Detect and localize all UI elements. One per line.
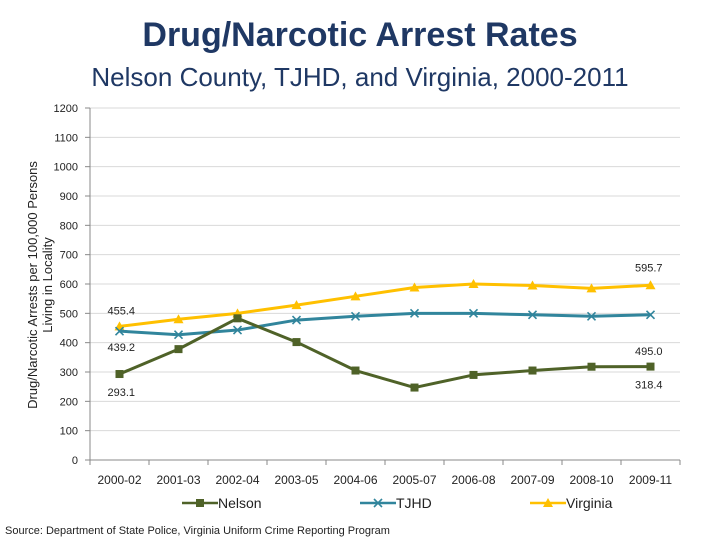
chart-title: Drug/Narcotic Arrest Rates <box>142 16 578 54</box>
y-tick-label: 500 <box>60 308 78 320</box>
x-tick-label: 2009-11 <box>629 473 672 487</box>
y-tick-label: 0 <box>72 455 78 467</box>
data-point <box>373 498 383 508</box>
x-tick-label: 2005-07 <box>392 473 436 487</box>
y-tick-label: 100 <box>60 426 78 438</box>
legend-label: TJHD <box>396 495 432 511</box>
y-tick-label: 700 <box>60 250 78 262</box>
x-tick-label: 2001-03 <box>156 473 200 487</box>
gridlines <box>90 107 680 432</box>
data-point-stroke <box>527 310 538 320</box>
data-point <box>350 291 361 301</box>
legend: Nelson TJHD Virginia <box>182 495 613 511</box>
data-point-stroke <box>468 308 479 318</box>
x-tick-label: 2007-09 <box>510 473 554 487</box>
y-tick-label: 300 <box>60 367 78 379</box>
y-tick-label: 1100 <box>54 132 78 144</box>
series-line <box>119 282 651 328</box>
legend-item-nelson: Nelson <box>182 495 262 511</box>
data-point <box>350 311 361 321</box>
data-point <box>543 498 553 507</box>
y-axis-label-line-2: Living in Locality <box>40 237 55 333</box>
data-label: 293.1 <box>108 387 136 399</box>
y-tick-label: 400 <box>60 338 78 350</box>
series-lines <box>114 279 656 392</box>
data-point <box>173 314 184 324</box>
data-point <box>587 362 596 371</box>
data-point <box>115 370 124 379</box>
data-point <box>173 330 184 340</box>
data-point-stroke <box>114 326 125 336</box>
data-point-stroke <box>645 310 656 320</box>
x-tick-label: 2003-05 <box>274 473 318 487</box>
data-point-stroke <box>173 330 184 340</box>
chart-subtitle: Nelson County, TJHD, and Virginia, 2000-… <box>91 62 629 92</box>
data-point <box>528 366 537 375</box>
data-point <box>196 499 204 507</box>
x-tick-label: 2004-06 <box>333 473 377 487</box>
data-label: 595.7 <box>635 262 663 274</box>
data-point <box>409 308 420 318</box>
data-point-stroke <box>586 311 597 321</box>
legend-label: Nelson <box>218 495 262 511</box>
data-point <box>468 279 479 288</box>
series-nelson <box>115 314 655 392</box>
y-tick-label: 800 <box>60 220 78 232</box>
data-point <box>292 338 301 347</box>
data-point <box>586 311 597 321</box>
data-labels: 293.1 318.4 439.2 495.0 455.4 595.7 <box>108 262 663 399</box>
data-point <box>646 362 655 371</box>
data-label: 495.0 <box>635 346 663 358</box>
x-tick-label: 2006-08 <box>451 473 495 487</box>
data-point <box>114 326 125 336</box>
data-point <box>291 300 302 310</box>
x-tick-label: 2000-02 <box>97 473 141 487</box>
data-point <box>351 366 360 375</box>
data-point <box>409 282 420 292</box>
legend-item-virginia: Virginia <box>530 495 613 511</box>
x-tick-labels: 2000-02 2001-03 2002-04 2003-05 2004-06 2005-… <box>97 473 672 487</box>
data-point-stroke <box>373 498 383 508</box>
data-point <box>527 280 538 290</box>
data-label: 318.4 <box>635 380 663 392</box>
series-virginia <box>114 279 656 331</box>
data-point <box>469 370 478 379</box>
y-tick-labels: 0 100 200 300 400 500 600 700 800 900 1000 1100 1200 <box>54 103 78 467</box>
y-axis-label-line-1: Drug/Narcotic Arrests per 100,000 Person… <box>25 161 40 409</box>
data-point <box>645 310 656 320</box>
axes <box>85 107 681 465</box>
data-point <box>527 310 538 320</box>
data-point-stroke <box>350 311 361 321</box>
y-tick-label: 1200 <box>54 103 78 115</box>
data-point-stroke <box>232 325 243 335</box>
data-point <box>291 315 302 325</box>
data-label: 439.2 <box>108 342 136 354</box>
x-tick-label: 2002-04 <box>215 473 259 487</box>
data-point-stroke <box>409 308 420 318</box>
y-tick-label: 600 <box>60 279 78 291</box>
y-tick-label: 1000 <box>54 162 78 174</box>
legend-item-tjhd: TJHD <box>360 495 432 511</box>
data-point <box>645 280 656 290</box>
data-point <box>174 345 183 354</box>
source-note: Source: Department of State Police, Virg… <box>5 525 390 537</box>
legend-label: Virginia <box>566 495 613 511</box>
data-point-stroke <box>291 315 302 325</box>
series-line <box>118 316 651 390</box>
data-label: 455.4 <box>108 305 136 317</box>
y-tick-label: 900 <box>60 191 78 203</box>
data-point <box>232 325 243 335</box>
x-tick-label: 2008-10 <box>569 473 613 487</box>
data-point <box>586 283 597 293</box>
data-point <box>468 308 479 318</box>
data-point <box>233 314 242 323</box>
data-point <box>410 383 419 392</box>
y-tick-label: 200 <box>60 396 78 408</box>
